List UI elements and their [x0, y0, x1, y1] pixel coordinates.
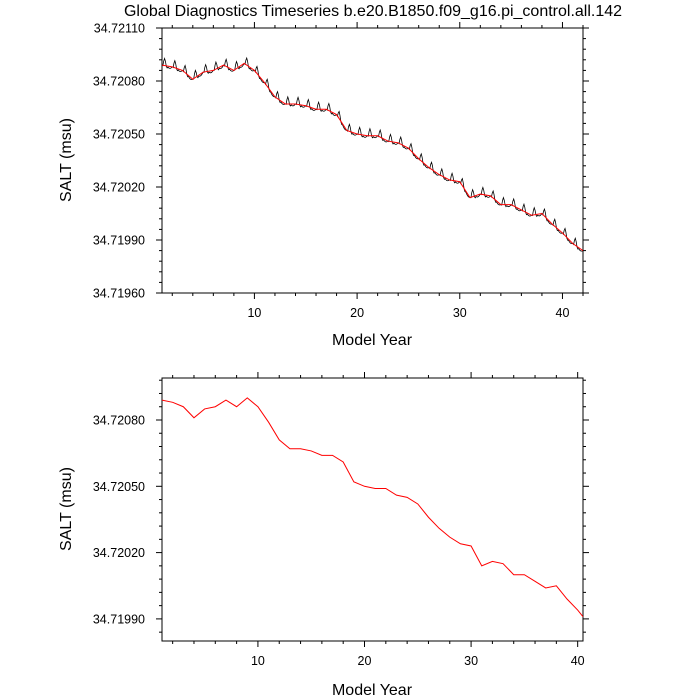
- bottom-panel: 10 20 30 40 34.71990 34.72020 34.72050 34.72080…: [58, 372, 589, 699]
- top-y-tick-label: 34.72050: [93, 128, 145, 142]
- top-x-tick-label: 30: [453, 306, 467, 320]
- bottom-y-tick-label: 34.71990: [93, 612, 145, 626]
- bottom-y-tick-label: 34.72020: [93, 546, 145, 560]
- top-y-tick-label: 34.72020: [93, 181, 145, 195]
- bottom-y-axis-title: SALT (msu): [58, 467, 75, 551]
- bottom-plot-frame: [161, 377, 584, 642]
- top-x-axis-title: Model Year: [332, 332, 413, 349]
- bottom-ticks: 10 20 30 40 34.71990 34.72020 34.72050 34.72080: [93, 372, 589, 668]
- top-x-tick-label: 20: [350, 306, 364, 320]
- top-series-annual-mean: [161, 62, 584, 252]
- top-series-monthly: [161, 56, 584, 252]
- bottom-y-tick-label: 34.72080: [93, 413, 145, 427]
- top-y-tick-label: 34.71960: [93, 287, 145, 301]
- top-x-tick-label: 40: [556, 306, 570, 320]
- bottom-series: [161, 397, 584, 618]
- bottom-series-annual-mean: [161, 397, 584, 618]
- bottom-x-tick-label: 40: [571, 654, 585, 668]
- bottom-x-tick-label: 20: [358, 654, 372, 668]
- bottom-x-tick-label: 10: [251, 654, 265, 668]
- top-y-tick-label: 34.72080: [93, 75, 145, 89]
- top-ticks: 10 20 30 40 34.71960 34.71990 34.72020 34.72050…: [93, 22, 589, 320]
- bottom-y-tick-label: 34.72050: [93, 480, 145, 494]
- top-plot-frame: [161, 27, 584, 294]
- top-panel: 10 20 30 40 34.71960 34.71990 34.72020 34.72050…: [58, 22, 589, 349]
- top-x-tick-label: 10: [247, 306, 261, 320]
- top-series: [161, 56, 584, 252]
- top-y-tick-label: 34.72110: [94, 22, 145, 36]
- top-y-axis-title: SALT (msu): [58, 118, 75, 202]
- bottom-x-axis-title: Model Year: [332, 682, 413, 699]
- bottom-x-tick-label: 30: [464, 654, 478, 668]
- top-y-tick-label: 34.71990: [93, 234, 145, 248]
- figure-title: Global Diagnostics Timeseries b.e20.B185…: [124, 3, 622, 20]
